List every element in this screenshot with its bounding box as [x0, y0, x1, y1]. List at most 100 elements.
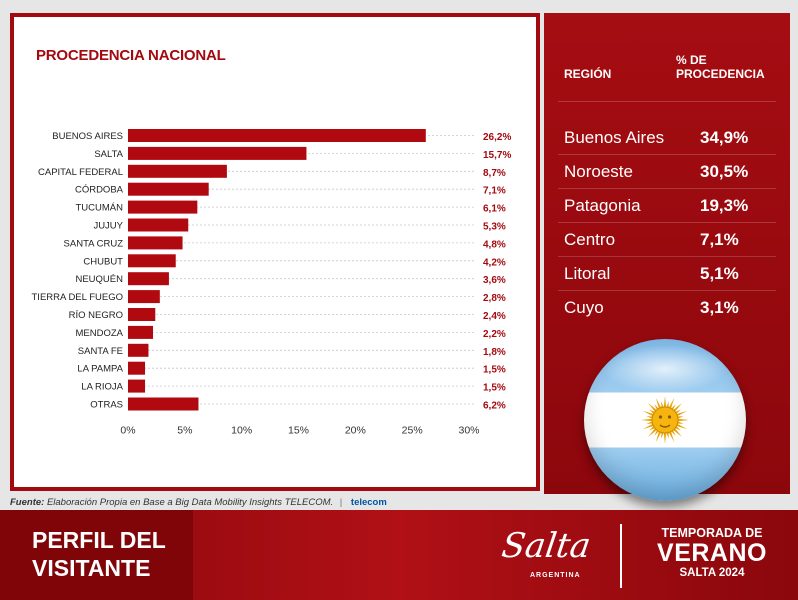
category-label: CHUBUT	[83, 256, 123, 267]
bar	[128, 182, 209, 196]
sun-ray	[675, 423, 688, 430]
bar	[128, 272, 169, 286]
sun-ray	[642, 410, 655, 417]
region-pct: 34,9%	[700, 128, 749, 147]
sun-ray	[668, 430, 675, 443]
value-label: 2,8%	[483, 293, 506, 304]
sun-ray	[642, 423, 655, 430]
category-label: MENDOZA	[76, 328, 124, 339]
footer-banner: PERFIL DEL VISITANTE Salta ARGENTINA TEM…	[0, 510, 798, 600]
category-label: SANTA CRUZ	[64, 238, 124, 249]
sun-ray	[672, 427, 682, 437]
bar-chart: BUENOS AIRES 26,2% SALTA 15,7% CAPITAL FEDER…	[32, 129, 511, 436]
salta-logo: Salta ARGENTINA	[499, 526, 602, 588]
sun-ray	[648, 403, 658, 413]
x-tick-label: 5%	[177, 424, 192, 436]
region-row: Cuyo 3,1%	[564, 293, 774, 323]
divider	[558, 222, 776, 223]
bar	[128, 200, 198, 214]
divider	[558, 290, 776, 291]
footer-title-line1: PERFIL DEL	[32, 527, 166, 553]
value-label: 1,5%	[483, 383, 506, 394]
x-tick-label: 30%	[458, 424, 479, 436]
salta-logo-sub: ARGENTINA	[530, 572, 581, 579]
region-name: Buenos Aires	[564, 128, 665, 147]
region-pct: 5,1%	[700, 264, 739, 283]
category-label: SANTA FE	[78, 346, 123, 357]
value-label: 2,2%	[483, 329, 506, 340]
divider	[558, 256, 776, 257]
source-note: Fuente: Elaboración Propia en Base a Big…	[10, 497, 387, 508]
sun-ray	[655, 397, 662, 410]
divider	[558, 101, 776, 102]
sun-ray	[663, 396, 667, 409]
bar	[128, 325, 154, 339]
sun-ray	[648, 427, 658, 437]
divider	[558, 154, 776, 155]
region-name: Patagonia	[564, 196, 641, 215]
x-tick-label: 25%	[402, 424, 423, 436]
category-label: LA RIOJA	[81, 382, 123, 393]
sun-of-may-icon	[641, 396, 689, 444]
category-label: RÍO NEGRO	[69, 310, 123, 321]
footer-divider	[620, 524, 622, 588]
header-percentage: % DE PROCEDENCIA	[676, 53, 786, 81]
region-row: Patagonia 19,3%	[564, 191, 774, 221]
source-label: Fuente:	[10, 497, 45, 508]
category-label: OTRAS	[90, 400, 123, 411]
value-label: 1,8%	[483, 347, 506, 358]
value-label: 26,2%	[483, 132, 511, 143]
sun-ray	[675, 410, 688, 417]
salta-logo-script: Salta	[499, 526, 594, 566]
chart-title: PROCEDENCIA NACIONAL	[36, 47, 226, 64]
bar	[128, 236, 183, 250]
season-line1: TEMPORADA DE	[661, 526, 763, 540]
sun-ray	[641, 418, 654, 422]
header-region: REGIÓN	[564, 67, 612, 81]
value-label: 6,2%	[483, 401, 506, 412]
sun-ray	[663, 431, 667, 444]
region-name: Litoral	[564, 264, 611, 283]
value-label: 1,5%	[483, 365, 506, 376]
x-tick-label: 10%	[231, 424, 252, 436]
value-label: 4,8%	[483, 239, 506, 250]
bar	[128, 308, 156, 321]
x-tick-label: 0%	[120, 424, 135, 436]
bar	[128, 379, 146, 393]
bar	[128, 218, 189, 232]
value-label: 6,1%	[483, 204, 506, 215]
category-label: SALTA	[94, 149, 123, 160]
bar	[128, 343, 149, 357]
argentina-flag-icon	[584, 339, 746, 501]
season-block: TEMPORADA DE VERANO SALTA 2024	[634, 524, 790, 579]
value-label: 3,6%	[483, 275, 506, 286]
bar	[128, 129, 426, 142]
source-separator: |	[339, 497, 343, 508]
region-name: Cuyo	[564, 298, 604, 317]
region-name: Centro	[564, 230, 616, 249]
category-label: TUCUMÁN	[76, 203, 124, 214]
sun-ray	[668, 397, 675, 410]
footer-title: PERFIL DEL VISITANTE	[32, 526, 166, 582]
season-line3: SALTA 2024	[679, 567, 745, 579]
value-label: 7,1%	[483, 186, 506, 197]
sun-ray	[676, 418, 689, 422]
region-pct: 7,1%	[700, 230, 739, 249]
category-label: BUENOS AIRES	[52, 131, 123, 142]
bar	[128, 361, 146, 375]
region-row: Centro 7,1%	[564, 225, 774, 255]
region-row: Noroeste 30,5%	[564, 157, 774, 187]
category-label: TIERRA DEL FUEGO	[32, 292, 124, 303]
category-label: LA PAMPA	[77, 364, 123, 375]
season-line2: VERANO	[657, 539, 767, 567]
bar	[128, 146, 307, 160]
region-row: Buenos Aires 34,9%	[564, 123, 774, 153]
value-label: 2,4%	[483, 311, 506, 322]
divider	[558, 188, 776, 189]
header-pct-line1: % DE	[676, 53, 707, 67]
source-text: Elaboración Propia en Base a Big Data Mo…	[46, 497, 334, 508]
region-row: Litoral 5,1%	[564, 259, 774, 289]
chart-area: PROCEDENCIA NACIONAL BUENOS AIRES 26,2% SA…	[14, 17, 536, 487]
category-label: NEUQUÉN	[75, 274, 123, 285]
value-label: 15,7%	[483, 150, 511, 161]
